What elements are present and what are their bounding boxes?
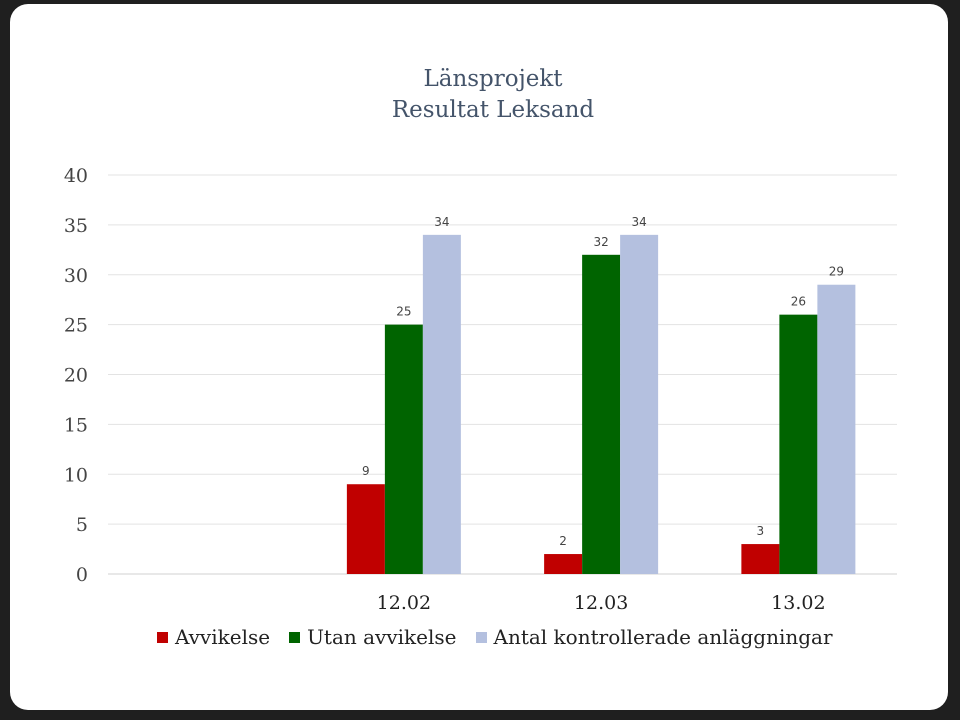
chart-title: Länsprojekt Resultat Leksand xyxy=(10,64,948,126)
x-tick-label: 13.02 xyxy=(771,592,825,614)
y-tick-label: 40 xyxy=(64,165,88,187)
bar xyxy=(741,544,780,574)
bar xyxy=(384,324,423,574)
y-tick-label: 10 xyxy=(64,464,88,486)
chart-title-line-1: Länsprojekt xyxy=(423,66,563,92)
data-label: 2 xyxy=(559,534,567,548)
y-tick-label: 25 xyxy=(64,315,88,337)
y-tick-label: 20 xyxy=(64,365,88,387)
x-tick-label: 12.03 xyxy=(574,592,628,614)
x-tick-label: 12.02 xyxy=(377,592,431,614)
bar xyxy=(779,314,818,574)
data-label: 34 xyxy=(434,215,449,229)
legend-item-utan-avvikelse: Utan avvikelse xyxy=(289,625,457,649)
legend-swatch xyxy=(475,631,487,643)
data-label: 32 xyxy=(593,235,608,249)
bar xyxy=(582,254,621,575)
legend-label: Avvikelse xyxy=(175,625,271,649)
legend-swatch xyxy=(157,631,168,643)
legend-item-antal-kontrollerade: Antal kontrollerade anläggningar xyxy=(475,625,833,649)
y-tick-label: 5 xyxy=(76,514,88,536)
data-label: 26 xyxy=(791,295,806,309)
data-label: 3 xyxy=(757,524,765,538)
legend-label: Antal kontrollerade anläggningar xyxy=(493,625,833,649)
chart-title-line-2: Resultat Leksand xyxy=(391,97,595,123)
data-label: 34 xyxy=(631,215,646,229)
legend-swatch xyxy=(289,631,301,643)
legend: Avvikelse Utan avvikelse Antal kontrolle… xyxy=(157,625,852,649)
bar xyxy=(346,484,385,574)
data-label: 9 xyxy=(362,464,370,478)
bar xyxy=(544,554,583,574)
y-tick-label: 0 xyxy=(76,564,88,586)
bar xyxy=(817,284,856,574)
bar xyxy=(422,234,461,574)
legend-label: Utan avvikelse xyxy=(307,625,457,649)
legend-item-avvikelse: Avvikelse xyxy=(157,625,270,649)
y-tick-label: 30 xyxy=(64,265,88,287)
bar xyxy=(620,234,659,574)
data-label: 25 xyxy=(396,305,411,319)
y-tick-label: 35 xyxy=(64,215,88,237)
data-label: 29 xyxy=(829,265,844,279)
y-tick-label: 15 xyxy=(64,414,88,436)
